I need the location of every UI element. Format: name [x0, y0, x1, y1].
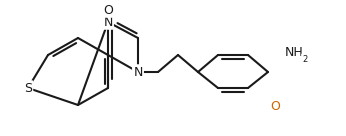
Text: O: O: [103, 4, 113, 16]
Text: O: O: [270, 101, 280, 114]
Text: S: S: [24, 81, 32, 95]
Text: N: N: [133, 66, 143, 78]
Text: N: N: [103, 16, 113, 29]
Text: NH: NH: [285, 47, 304, 60]
Text: 2: 2: [302, 55, 307, 64]
